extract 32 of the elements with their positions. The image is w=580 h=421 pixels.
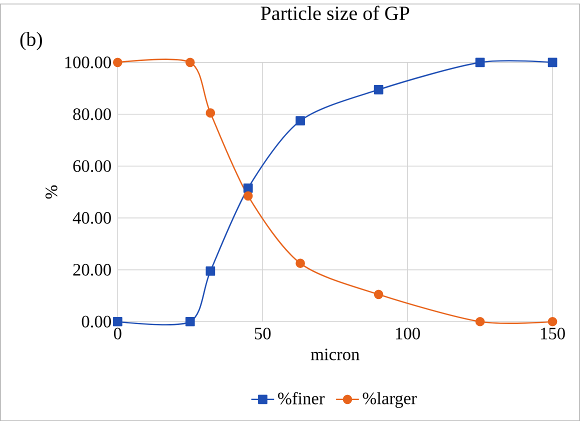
y-tick-label: 0.00 xyxy=(82,316,111,328)
point xyxy=(185,316,195,326)
chart-title: Particle size of GP xyxy=(260,6,410,20)
point xyxy=(243,183,253,193)
point xyxy=(296,258,305,268)
point xyxy=(475,316,485,326)
point xyxy=(548,316,558,326)
point xyxy=(243,191,253,200)
y-tick-label: 80.00 xyxy=(73,108,111,120)
point xyxy=(206,266,216,276)
point xyxy=(112,316,122,326)
x-axis-title: micron xyxy=(310,348,360,360)
x-tick-label: 50 xyxy=(254,328,271,340)
point xyxy=(206,108,216,118)
x-tick-label: 100 xyxy=(396,328,420,340)
y-tick-label: 100.00 xyxy=(65,56,111,68)
point xyxy=(548,58,558,67)
y-tick-label: 20.00 xyxy=(73,264,111,276)
y-axis-title: % xyxy=(46,185,58,199)
legend-label: %larger xyxy=(362,392,417,408)
point xyxy=(112,58,122,67)
point xyxy=(185,58,195,67)
point xyxy=(475,58,485,67)
point xyxy=(374,290,384,299)
x-tick-label: 150 xyxy=(541,328,565,340)
x-tick-label: 0 xyxy=(114,328,122,340)
y-tick-label: 60.00 xyxy=(73,160,111,172)
y-tick-label: 40.00 xyxy=(72,212,111,224)
legend-label: %finer xyxy=(278,392,325,404)
point xyxy=(374,84,384,94)
text: (b) xyxy=(20,32,42,50)
point xyxy=(296,116,305,126)
